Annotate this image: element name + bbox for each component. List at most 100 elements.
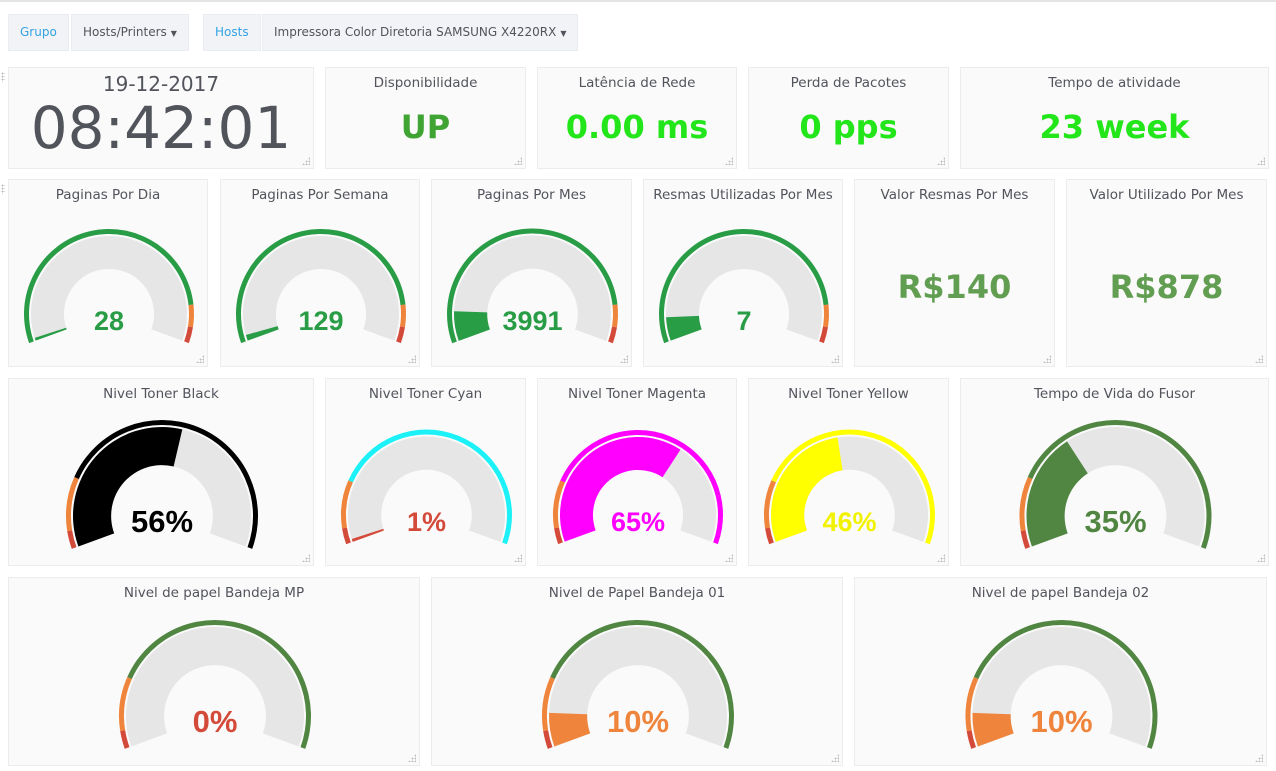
gauge-background (348, 436, 505, 542)
resize-handle-icon[interactable] (831, 754, 839, 762)
valor-utilizado-por-mes-panel: Valor Utilizado Por Mes R$878 (1066, 179, 1267, 367)
gauge-value: 1% (407, 507, 446, 537)
panel-title: Nivel Toner Black (103, 386, 219, 402)
tempo-de-atividade-panel: Tempo de atividade 23 week (960, 67, 1269, 169)
gauge: 65% (553, 429, 723, 545)
gauge-background (549, 626, 727, 747)
resize-handle-icon[interactable] (725, 554, 733, 562)
threshold-band (765, 527, 774, 545)
row-drag-handle[interactable] (1, 72, 5, 82)
gauge-fill (73, 427, 183, 547)
gauge: 35% (1019, 419, 1212, 549)
threshold-band (966, 730, 976, 749)
threshold-band (553, 480, 565, 529)
threshold-band (965, 676, 979, 732)
gauge-value: 65% (611, 507, 665, 537)
gauge-background (666, 235, 822, 341)
gauge-value: 7 (736, 306, 751, 336)
perda-de-pacotes-panel: Perda de Pacotes 0 pps (748, 67, 949, 169)
gauge-value: 3991 (502, 306, 562, 336)
clock-time: 08:42:01 (30, 94, 292, 162)
panel-title: Paginas Por Semana (251, 187, 389, 203)
gauge-value: 28 (94, 306, 124, 336)
resize-handle-icon[interactable] (1043, 355, 1051, 363)
threshold-band (67, 530, 77, 549)
panel-title: Paginas Por Dia (55, 187, 161, 203)
panel-title: Nivel de papel Bandeja 02 (971, 585, 1150, 601)
resize-handle-icon[interactable] (1257, 157, 1265, 165)
hosts-dropdown[interactable]: Impressora Color Diretoria SAMSUNG X4220… (262, 14, 579, 51)
gauge-fill (245, 326, 279, 341)
stat-value: 0.00 ms (565, 108, 709, 146)
gauge: 1% (341, 429, 512, 545)
panel-title: Nivel Toner Yellow (788, 386, 909, 402)
panel-title: Nivel de papel Bandeja MP (123, 585, 305, 601)
clock-panel: 19-12-2017 08:42:01 (8, 67, 314, 169)
stat-value: 23 week (1039, 108, 1190, 146)
nivel-de-papel-bandeja-01-panel: 10% Nivel de Papel Bandeja 01 (431, 577, 843, 766)
hosts-value: Impressora Color Diretoria SAMSUNG X4220… (274, 25, 557, 39)
tempo-de-vida-do-fusor-panel: 35% Tempo de Vida do Fusor (960, 378, 1269, 566)
stat-value: R$140 (897, 268, 1012, 306)
nivel-toner-cyan-panel: 1% Nivel Toner Cyan (325, 378, 526, 566)
threshold-band (608, 326, 617, 344)
resize-handle-icon[interactable] (1255, 355, 1263, 363)
panel-title: Nivel Toner Cyan (368, 386, 483, 402)
paginas-por-semana-panel: 129 Paginas Por Semana (220, 179, 420, 367)
threshold-band (396, 326, 405, 344)
gauge-value: 10% (607, 704, 669, 739)
gauge-value: 46% (822, 507, 876, 537)
gauge: 0% (119, 619, 312, 749)
resize-handle-icon[interactable] (408, 754, 416, 762)
resize-handle-icon[interactable] (620, 355, 628, 363)
threshold-band (120, 730, 130, 749)
threshold-band (554, 527, 563, 545)
resize-handle-icon[interactable] (408, 355, 416, 363)
gauge: 10% (965, 620, 1158, 749)
threshold-band (819, 326, 828, 344)
threshold-band (823, 304, 829, 328)
resize-handle-icon[interactable] (937, 157, 945, 165)
resize-handle-icon[interactable] (725, 157, 733, 165)
gauge: 129 (236, 228, 406, 344)
disponibilidade-panel: Disponibilidade UP (325, 67, 526, 169)
gauge-background (454, 235, 611, 341)
stat-value: R$878 (1109, 268, 1224, 306)
panel-title: Valor Utilizado Por Mes (1089, 187, 1244, 203)
resize-handle-icon[interactable] (1257, 554, 1265, 562)
gauge-value: 129 (298, 306, 343, 336)
gauge-background (972, 627, 1151, 747)
gauge-fill (560, 437, 681, 542)
resmas-utilizadas-por-mes-panel: 7 Resmas Utilizadas Por Mes (643, 179, 843, 367)
panel-title: Paginas Por Mes (476, 187, 587, 203)
resize-handle-icon[interactable] (514, 554, 522, 562)
gauge-background (125, 626, 304, 747)
resize-handle-icon[interactable] (302, 554, 310, 562)
group-dropdown[interactable]: Hosts/Printers ▼ (71, 14, 189, 51)
nivel-de-papel-bandeja-mp-panel: 0% Nivel de papel Bandeja MP (8, 577, 420, 766)
panel-title: Nivel Toner Magenta (567, 386, 707, 402)
resize-handle-icon[interactable] (937, 554, 945, 562)
gauge-fill (549, 712, 591, 747)
resize-handle-icon[interactable] (514, 157, 522, 165)
threshold-band (400, 304, 406, 328)
clock-date: 19-12-2017 (102, 72, 220, 96)
threshold-band (1020, 530, 1030, 549)
nivel-toner-yellow-panel: 46% Nivel Toner Yellow (748, 378, 949, 566)
row-drag-handle[interactable] (1, 184, 5, 194)
gauge-background (243, 235, 399, 341)
panel-title: Perda de Pacotes (790, 75, 907, 91)
gauge-fill (1026, 441, 1088, 547)
resize-handle-icon[interactable] (302, 157, 310, 165)
resize-handle-icon[interactable] (196, 355, 204, 363)
nivel-de-papel-bandeja-02-panel: 10% Nivel de papel Bandeja 02 (854, 577, 1267, 766)
gauge: 3991 (447, 228, 618, 344)
paginas-por-mes-panel: 3991 Paginas Por Mes (431, 179, 632, 367)
threshold-band (119, 676, 132, 732)
resize-handle-icon[interactable] (831, 355, 839, 363)
resize-handle-icon[interactable] (1255, 754, 1263, 762)
caret-down-icon: ▼ (560, 29, 567, 38)
gauge: 46% (764, 429, 935, 545)
gauge-fill (351, 528, 384, 542)
gauge: 28 (23, 228, 194, 344)
